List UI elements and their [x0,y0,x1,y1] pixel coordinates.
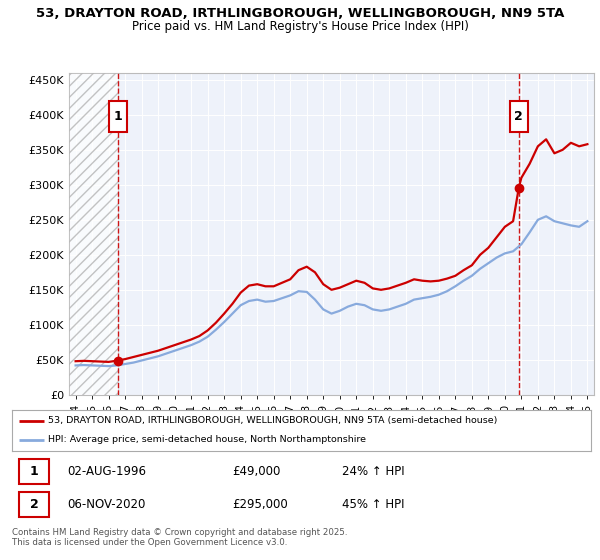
Text: 2: 2 [29,498,38,511]
Text: 24% ↑ HPI: 24% ↑ HPI [342,465,404,478]
Text: 02-AUG-1996: 02-AUG-1996 [67,465,146,478]
Text: 2: 2 [514,110,523,123]
Text: 1: 1 [114,110,122,123]
Text: 1: 1 [29,465,38,478]
Text: 45% ↑ HPI: 45% ↑ HPI [342,498,404,511]
Text: HPI: Average price, semi-detached house, North Northamptonshire: HPI: Average price, semi-detached house,… [48,435,366,444]
Bar [109,101,127,132]
Bar [509,101,528,132]
Bar [19,459,49,484]
Text: £49,000: £49,000 [232,465,280,478]
Bar [19,492,49,517]
Text: 53, DRAYTON ROAD, IRTHLINGBOROUGH, WELLINGBOROUGH, NN9 5TA: 53, DRAYTON ROAD, IRTHLINGBOROUGH, WELLI… [36,7,564,20]
Text: 53, DRAYTON ROAD, IRTHLINGBOROUGH, WELLINGBOROUGH, NN9 5TA (semi-detached house): 53, DRAYTON ROAD, IRTHLINGBOROUGH, WELLI… [48,417,497,426]
Text: 06-NOV-2020: 06-NOV-2020 [67,498,145,511]
Bar [69,73,118,395]
Text: £295,000: £295,000 [232,498,288,511]
Text: Contains HM Land Registry data © Crown copyright and database right 2025.
This d: Contains HM Land Registry data © Crown c… [12,528,347,547]
Text: Price paid vs. HM Land Registry's House Price Index (HPI): Price paid vs. HM Land Registry's House … [131,20,469,32]
